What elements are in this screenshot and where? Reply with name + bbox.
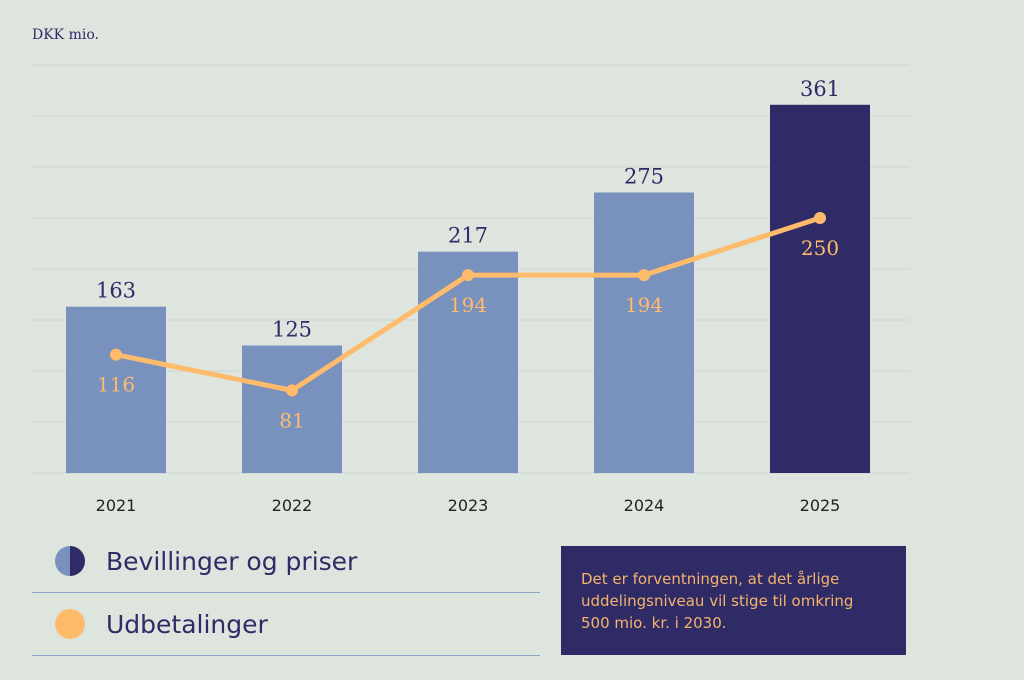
line-point: [814, 212, 826, 224]
x-tick-label: 2025: [800, 496, 841, 515]
line-point: [286, 384, 298, 397]
line-point: [110, 348, 122, 361]
line-value-label: 81: [279, 408, 304, 432]
legend-item-bevillinger: Bevillinger og priser: [32, 530, 540, 593]
line-value-label: 116: [97, 373, 135, 397]
bar-2024: [594, 192, 694, 473]
bar-2025: [770, 104, 870, 473]
bar-2023: [418, 251, 518, 473]
line-value-label: 194: [449, 293, 487, 317]
unit-label: DKK mio.: [32, 27, 99, 43]
bar-value-label: 361: [800, 77, 840, 101]
note-box: Det er forventningen, at det årlige udde…: [561, 546, 906, 655]
x-tick-label: 2021: [96, 496, 137, 515]
bar-value-label: 125: [272, 318, 312, 342]
bar-value-label: 163: [96, 279, 136, 303]
line-value-label: 194: [625, 293, 663, 317]
chart: 163 125 217 275 361 2021 2022 2023 2024 2025 116 81…: [32, 64, 910, 515]
line-point: [638, 269, 650, 282]
legend-label: Udbetalinger: [106, 609, 268, 639]
legend-item-udbetalinger: Udbetalinger: [32, 593, 540, 656]
x-tick-label: 2024: [624, 496, 665, 515]
circle-icon: [55, 609, 85, 639]
x-tick-label: 2022: [272, 496, 313, 515]
bar-value-label: 217: [448, 224, 488, 248]
line-point: [462, 269, 474, 282]
legend: Bevillinger og priser Udbetalinger: [32, 530, 540, 656]
line-value-label: 250: [801, 236, 839, 260]
x-tick-label: 2023: [448, 496, 489, 515]
bar-value-label: 275: [624, 165, 664, 189]
bar-2021: [66, 306, 166, 473]
legend-label: Bevillinger og priser: [106, 546, 358, 576]
half-circle-icon: [55, 546, 85, 576]
